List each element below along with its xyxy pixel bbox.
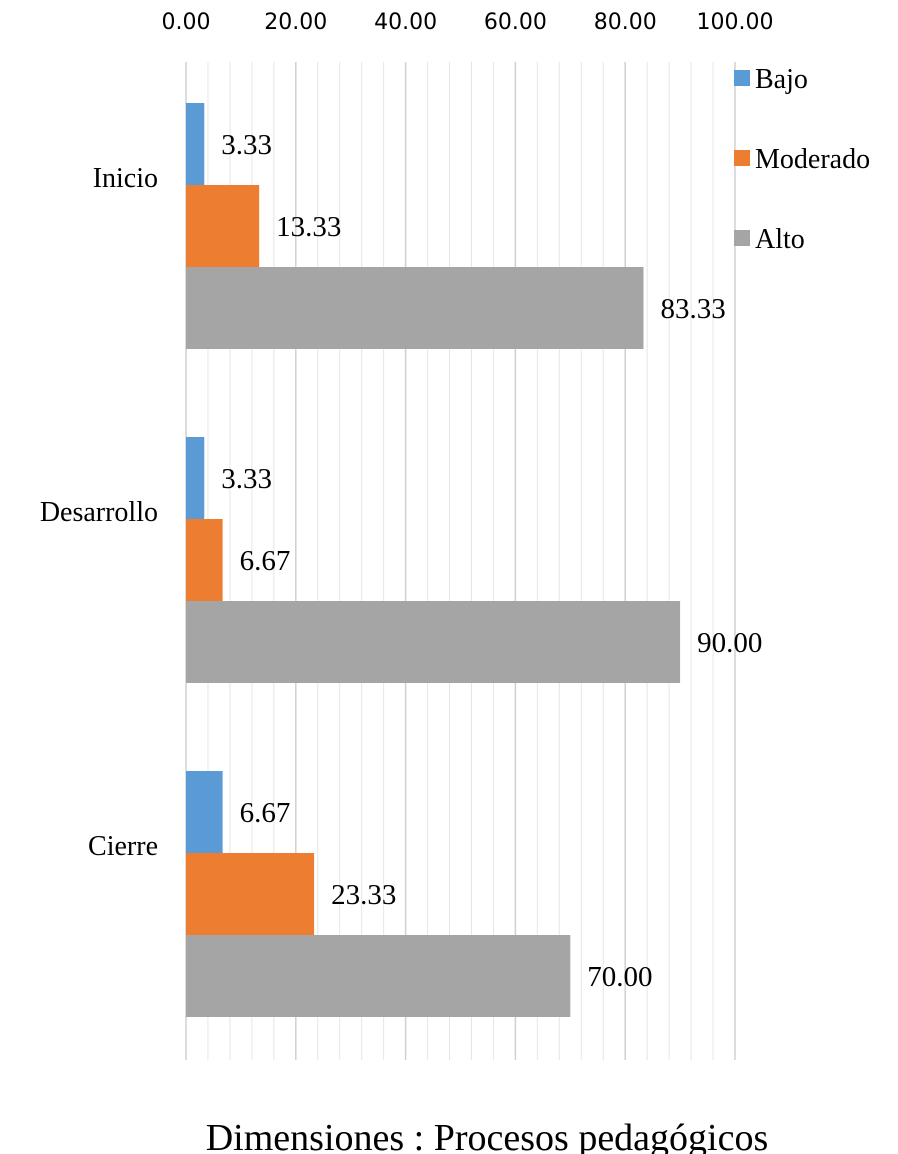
x-axis-ticks: 0.00 20.00 40.00 60.00 80.00 100.00 (162, 10, 774, 35)
x-tick-label: 80.00 (594, 10, 657, 35)
category-label: Desarrollo (40, 497, 158, 528)
legend-label: Alto (755, 224, 805, 255)
data-label: 70.00 (587, 961, 652, 993)
x-tick-label: 100.00 (697, 10, 774, 35)
bar-alto-desarrollo (186, 601, 681, 683)
x-tick-label: 20.00 (264, 10, 327, 35)
data-label: 6.67 (240, 545, 291, 577)
legend-label: Moderado (755, 144, 870, 175)
category-label: Cierre (88, 831, 158, 862)
legend: Bajo Moderado Alto (734, 64, 870, 255)
data-label: 3.33 (221, 463, 272, 495)
x-tick-label: 0.00 (162, 10, 211, 35)
bar-moderado-inicio (186, 185, 260, 267)
x-axis-title: Dimensiones : Procesos pedagógicos (206, 1117, 769, 1154)
bars (186, 103, 681, 1017)
legend-swatch (734, 70, 750, 86)
bar-alto-inicio (186, 267, 644, 349)
bar-bajo-cierre (186, 771, 223, 853)
bar-bajo-inicio (186, 103, 205, 185)
bar-bajo-desarrollo (186, 437, 205, 519)
data-labels: 3.33 13.33 83.33 3.33 6.67 90.00 6.67 23.33 70.0… (221, 129, 762, 993)
data-label: 90.00 (697, 627, 762, 659)
data-label: 83.33 (660, 293, 725, 325)
data-label: 6.67 (240, 797, 291, 829)
x-tick-label: 60.00 (484, 10, 547, 35)
bar-moderado-desarrollo (186, 519, 223, 601)
gridlines (185, 62, 736, 1060)
bar-moderado-cierre (186, 853, 315, 935)
category-label: Inicio (93, 163, 158, 194)
legend-swatch (734, 230, 750, 246)
data-label: 13.33 (276, 211, 341, 243)
legend-label: Bajo (755, 64, 808, 95)
category-labels: Inicio Desarrollo Cierre (40, 163, 158, 862)
bar-alto-cierre (186, 935, 571, 1017)
x-tick-label: 40.00 (374, 10, 437, 35)
legend-swatch (734, 150, 750, 166)
data-label: 3.33 (221, 129, 272, 161)
data-label: 23.33 (331, 879, 396, 911)
